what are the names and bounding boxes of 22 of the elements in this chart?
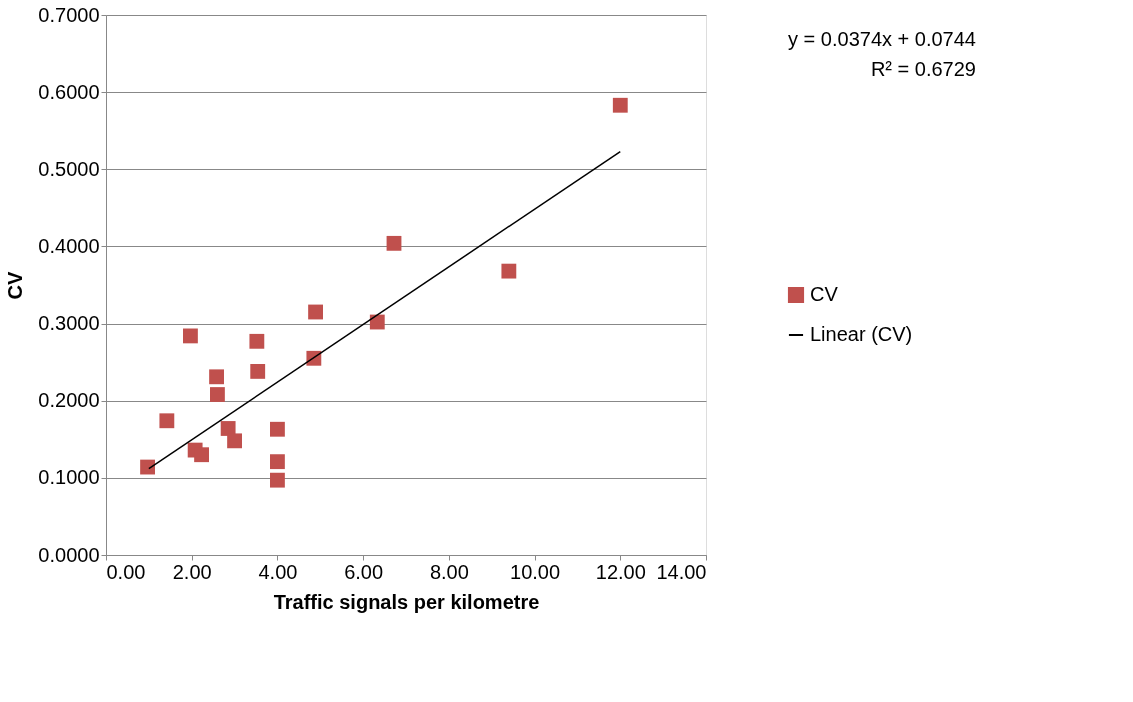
x-tick-label: 0.00: [106, 560, 146, 583]
legend-label: Linear (CV): [810, 323, 913, 345]
y-tick-label: 0.1000: [38, 466, 100, 489]
x-tick-label: 6.00: [344, 560, 384, 583]
y-axis-title: CV: [4, 270, 27, 300]
y-tick-label: 0.7000: [38, 3, 100, 26]
y-tick-label: 0.5000: [38, 157, 100, 180]
text: R² = 0.6729: [870, 58, 976, 80]
x-tick-label: 4.00: [258, 560, 298, 583]
x-tick-label: 2.00: [172, 560, 212, 583]
y-tick-label: 0.0000: [38, 543, 100, 566]
x-tick-label: 8.00: [429, 560, 469, 583]
x-axis-title: Traffic signals per kilometre: [273, 590, 540, 613]
text: y = 0.0374x + 0.0744: [788, 28, 976, 50]
x-tick-label: 14.00: [656, 560, 707, 583]
y-tick-label: 0.3000: [38, 312, 100, 335]
y-tick-label: 0.4000: [38, 234, 100, 257]
x-tick-label: 12.00: [595, 560, 646, 583]
legend-label: CV: [810, 283, 839, 305]
x-tick-label: 10.00: [510, 560, 561, 583]
y-tick-label: 0.2000: [38, 389, 100, 412]
y-tick-label: 0.6000: [38, 80, 100, 103]
